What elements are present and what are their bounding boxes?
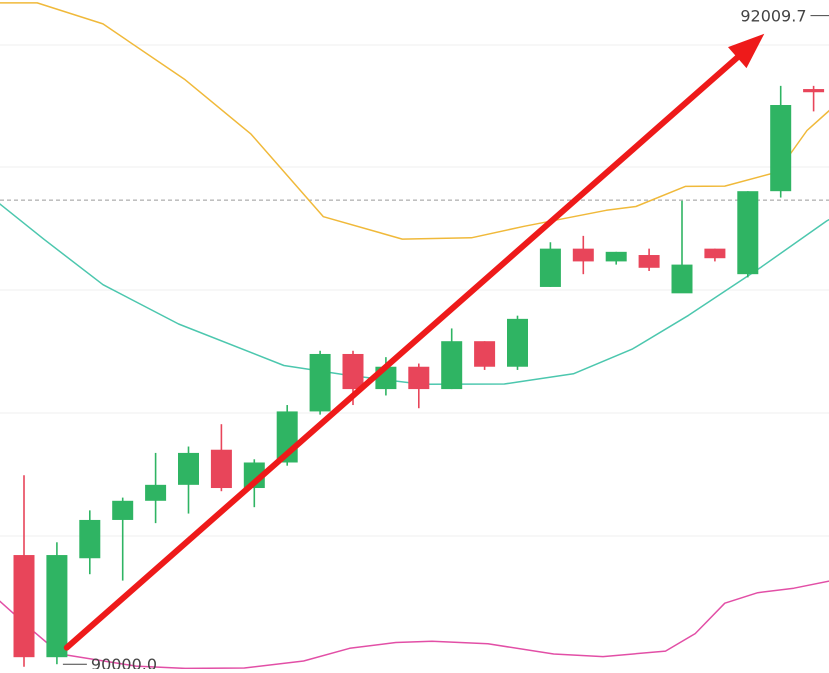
candle-down [474, 341, 495, 370]
candle-up [441, 328, 462, 389]
candle-body [408, 367, 429, 389]
candle-up [672, 201, 693, 294]
candle-body [672, 265, 693, 294]
candle-body [145, 485, 166, 501]
trend-arrow-shaft [67, 58, 737, 648]
candle-up [46, 542, 67, 664]
candle-up [178, 447, 199, 514]
candle-up [79, 510, 100, 574]
candle-body [441, 341, 462, 389]
candle-down [211, 424, 232, 491]
ma-line-yellow [0, 3, 829, 239]
candle-body [573, 249, 594, 262]
candle-layer [14, 16, 829, 667]
high-price-label: 92009.7 [740, 7, 806, 26]
candle-down [704, 249, 725, 262]
low-price-label: 90000.0 [91, 655, 157, 669]
candle-body [46, 555, 67, 657]
grid-layer [0, 45, 829, 536]
candle-up [770, 86, 791, 198]
ma-line-teal [0, 188, 829, 384]
candle-up [737, 191, 758, 277]
candle-down [573, 236, 594, 274]
candle-up [507, 316, 528, 370]
candle-body [540, 249, 561, 287]
candle-body [474, 341, 495, 367]
candle-body [704, 249, 725, 259]
candle-body [606, 252, 627, 262]
candle-body [343, 354, 364, 389]
candle-body [211, 450, 232, 488]
candle-up [112, 498, 133, 581]
moving-average-layer [0, 3, 829, 669]
candle-body [639, 255, 660, 268]
trend-arrow-layer [67, 34, 765, 648]
candle-body [178, 453, 199, 485]
candle-body [112, 501, 133, 520]
candle-up [606, 252, 627, 265]
candle-body [770, 105, 791, 191]
price-label-layer: 92009.7 90000.0 [63, 7, 829, 669]
candle-body [310, 354, 331, 411]
candle-body [507, 319, 528, 367]
candle-body [14, 555, 35, 657]
candle-down [803, 86, 824, 112]
candle-down [408, 364, 429, 409]
candle-body [803, 89, 824, 92]
candle-body [737, 191, 758, 274]
candle-up [145, 453, 166, 523]
candle-down [639, 249, 660, 271]
candle-up [540, 242, 561, 287]
candle-body [79, 520, 100, 558]
candle-up [310, 351, 331, 415]
candle-down [14, 475, 35, 667]
